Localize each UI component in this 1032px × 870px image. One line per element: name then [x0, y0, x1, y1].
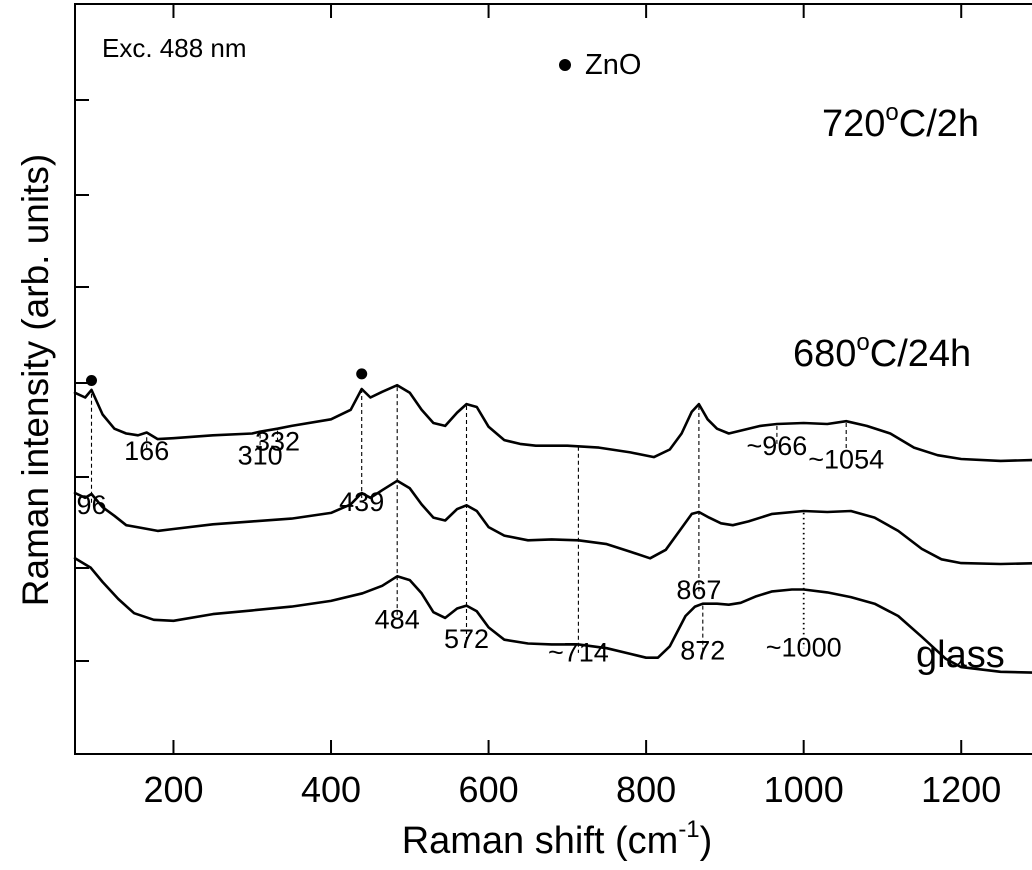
zno-marker-legend: ZnO — [559, 49, 641, 81]
x-tick-label-1: 400 — [301, 769, 361, 810]
peak-label-1: 166 — [124, 436, 169, 466]
axes-frame: 200 400 600 800 1000 1200 — [74, 3, 1032, 810]
peak-label-10: ~966 — [746, 431, 807, 461]
x-axis-title: Raman shift (cm-1) — [402, 816, 713, 862]
peak-label-9: 872 — [680, 636, 725, 666]
series-line-2 — [73, 557, 1032, 674]
peak-label-3: 332 — [255, 427, 300, 457]
x-tick-label-2: 600 — [459, 769, 519, 810]
zno-marker-0 — [86, 375, 97, 386]
peak-label-7: ~714 — [548, 637, 609, 667]
y-axis-title: Raman intensity (arb. units) — [15, 154, 56, 606]
spectra-traces — [73, 383, 1032, 674]
peak-label-4: 439 — [339, 487, 384, 517]
x-tick-label-5: 1200 — [921, 769, 1001, 810]
x-tick-label-4: 1000 — [764, 769, 844, 810]
series-line-1 — [73, 479, 1032, 566]
x-tick-label-3: 800 — [616, 769, 676, 810]
peak-label-12: ~1000 — [766, 633, 842, 663]
zno-legend-label: ZnO — [585, 49, 641, 81]
x-axis-ticks: 200 400 600 800 1000 1200 — [143, 4, 1001, 810]
excitation-label: Exc. 488 nm — [102, 33, 247, 63]
peak-label-11: ~1054 — [808, 445, 884, 475]
peak-guide-lines — [90, 387, 847, 653]
y-axis-ticks — [75, 99, 89, 662]
axis-frame — [74, 3, 1032, 755]
peak-label-6: 572 — [444, 624, 489, 654]
peak-label-5: 484 — [375, 604, 420, 634]
zno-marker-1 — [356, 368, 368, 380]
peak-label-8: 867 — [676, 575, 721, 605]
zno-legend-dot — [559, 59, 571, 71]
series-line-0 — [73, 383, 1032, 463]
x-tick-label-0: 200 — [143, 769, 203, 810]
series-label-720: 720oC/2h — [822, 99, 979, 145]
peak-label-0: 96 — [76, 490, 106, 520]
peak-label-2: 310 — [238, 441, 283, 471]
series-label-680: 680oC/24h — [793, 329, 971, 375]
series-label-glass: glass — [916, 634, 1005, 676]
zno-markers — [86, 368, 368, 386]
